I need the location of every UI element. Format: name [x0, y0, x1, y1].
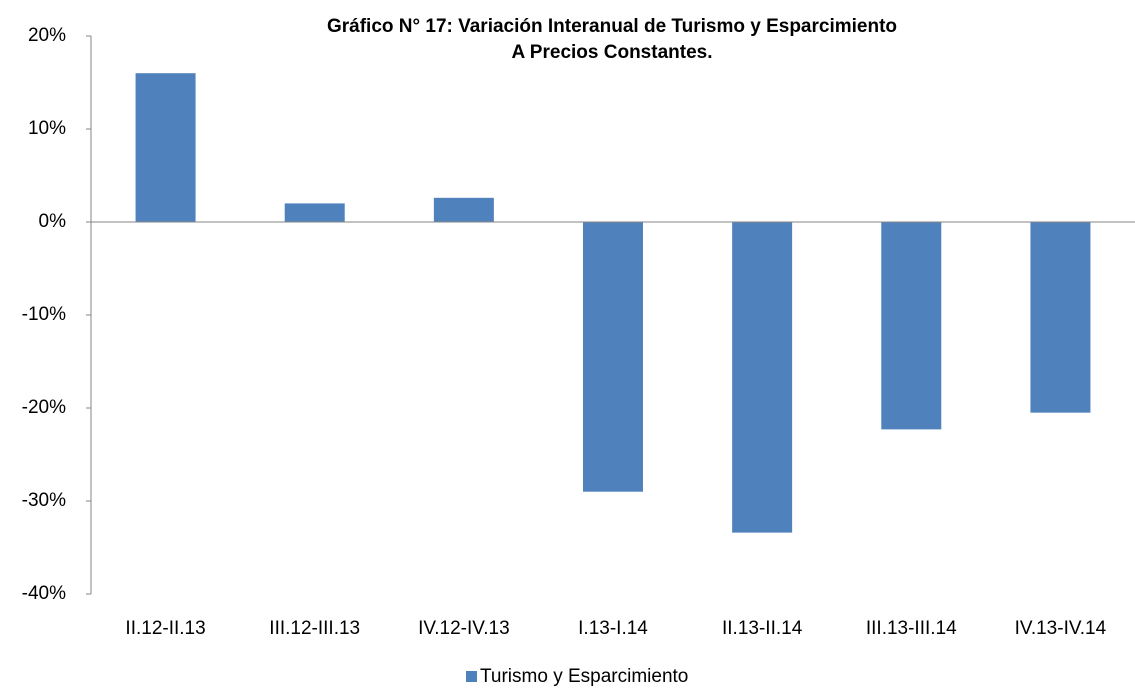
legend-label: Turismo y Esparcimiento — [480, 666, 688, 687]
bar — [433, 197, 494, 222]
bar — [583, 222, 643, 492]
y-tick-label: 20% — [28, 25, 66, 46]
y-tick-label: -20% — [22, 397, 66, 418]
legend-swatch — [466, 671, 477, 682]
chart-subtitle: A Precios Constantes. — [512, 42, 713, 63]
bar — [284, 203, 345, 222]
x-tick-label: II.12-II.13 — [125, 618, 205, 639]
y-tick-label: 10% — [28, 118, 66, 139]
x-tick-label: IV.12-IV.13 — [418, 618, 510, 639]
chart-title: Gráfico N° 17: Variación Interanual de T… — [327, 16, 897, 37]
x-tick-label: IV.13-IV.14 — [1015, 618, 1107, 639]
x-tick-label: III.12-III.13 — [269, 618, 360, 639]
bar — [881, 222, 942, 430]
x-tick-label: II.13-II.14 — [722, 618, 803, 639]
x-tick-label: I.13-I.14 — [578, 618, 648, 639]
y-tick-label: 0% — [39, 211, 67, 232]
bar — [732, 222, 793, 533]
x-tick-label: III.13-III.14 — [866, 618, 957, 639]
y-tick-label: -40% — [22, 583, 66, 604]
y-tick-label: -30% — [22, 490, 66, 511]
bar — [135, 73, 196, 222]
bar — [1030, 222, 1091, 413]
y-tick-label: -10% — [22, 304, 66, 325]
